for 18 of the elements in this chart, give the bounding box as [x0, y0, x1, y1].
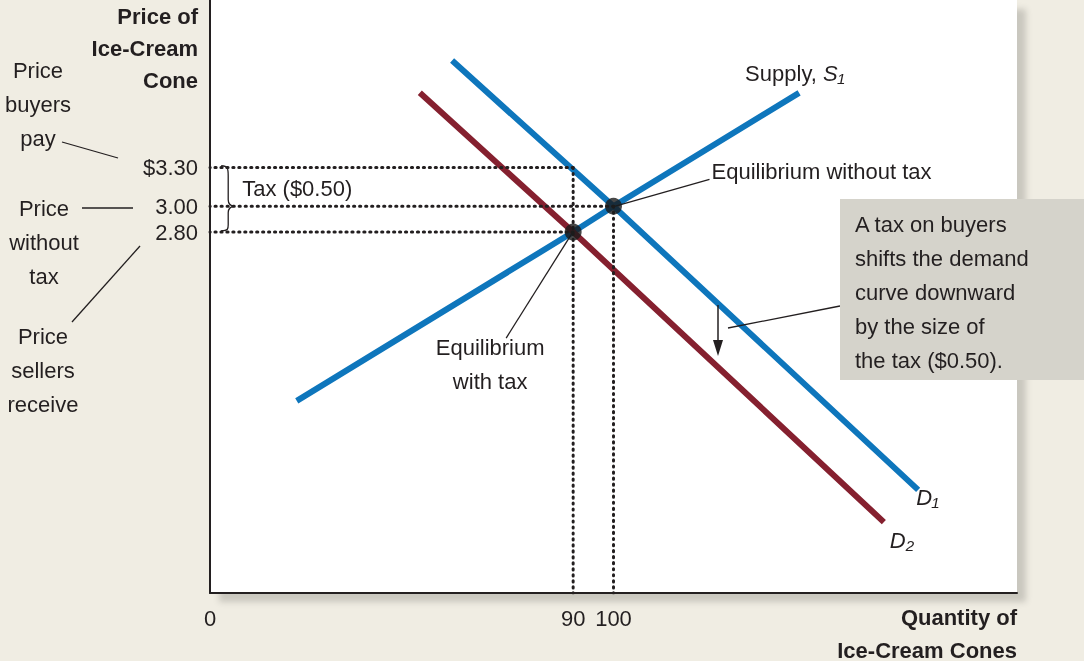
series-label: D₁: [916, 485, 940, 511]
series-label: D₂: [889, 527, 915, 553]
annotation: A tax on buyers shifts the demand curve downward by the size of the tax ($0.50).: [855, 211, 1029, 375]
annotation: Equilibrium without tax: [711, 158, 932, 184]
annotation: Equilibrium with tax: [435, 334, 545, 394]
annotation: Tax ($0.50): [242, 175, 353, 201]
x-tick-label: 100: [595, 605, 632, 631]
text: Price without tax: [8, 195, 79, 289]
y-tick-label: 3.00: [155, 193, 198, 219]
x-tick-label: 90: [560, 605, 586, 631]
x-tick-label: 0: [203, 605, 217, 631]
y-tick-label: $3.30: [142, 155, 198, 181]
text: Price sellers receive: [7, 323, 79, 417]
text: Price buyers pay: [4, 57, 72, 151]
y-tick-label: 2.80: [155, 219, 198, 245]
series-label: Supply, S₁: [745, 61, 845, 87]
y-axis-title: Price of Ice-Cream Cone: [91, 3, 199, 93]
x-axis-title: Quantity of Ice-Cream Cones: [837, 605, 1018, 661]
